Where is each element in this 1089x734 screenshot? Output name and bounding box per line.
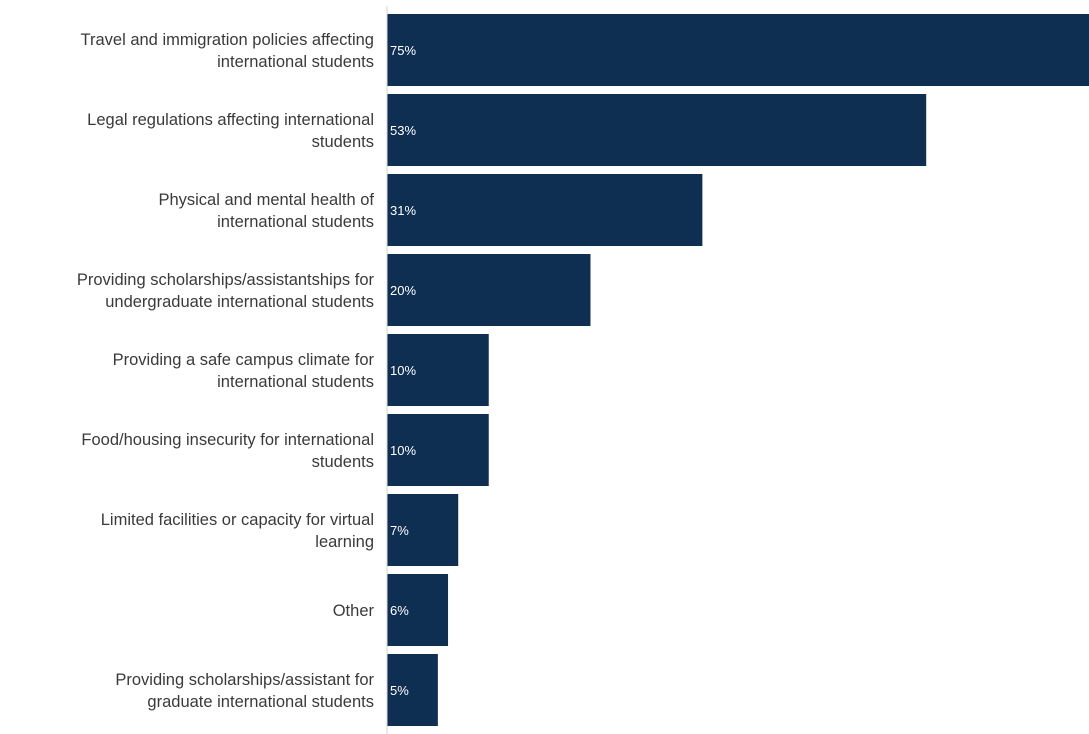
bar <box>387 414 489 486</box>
category-label: Food/housing insecurity for internationa… <box>81 431 374 471</box>
bar <box>387 574 449 646</box>
bar <box>387 94 927 166</box>
category-label-line: Legal regulations affecting internationa… <box>87 111 374 129</box>
category-label-line: students <box>312 133 374 151</box>
bar-value-label: 5% <box>390 683 409 698</box>
category-label-line: students <box>312 453 374 471</box>
category-label: Other <box>333 602 375 620</box>
bar-value-label: 53% <box>390 123 416 138</box>
category-label-line: Providing scholarships/assistantships fo… <box>77 271 375 289</box>
category-label-line: Other <box>333 602 375 620</box>
bar-value-label: 20% <box>390 283 416 298</box>
category-label-line: Travel and immigration policies affectin… <box>81 31 374 49</box>
category-label-line: undergraduate international students <box>105 293 374 311</box>
category-label: Providing scholarships/assistantships fo… <box>77 271 375 311</box>
bar <box>387 174 703 246</box>
bars-group: 75% 53% 31% 20% 10% 10% 7% 6% 5% <box>387 14 1089 726</box>
bar-value-label: 75% <box>390 43 416 58</box>
category-label-line: international students <box>217 373 374 391</box>
bar <box>387 14 1089 86</box>
bar <box>387 334 489 406</box>
category-label-line: Providing scholarships/assistant for <box>115 671 374 689</box>
category-label: Providing a safe campus climate for inter… <box>113 351 375 391</box>
category-label: Limited facilities or capacity for virtu… <box>101 511 374 551</box>
category-label-line: Food/housing insecurity for internationa… <box>81 431 374 449</box>
bar-value-label: 7% <box>390 523 409 538</box>
bar-value-label: 10% <box>390 443 416 458</box>
category-label-line: Providing a safe campus climate for <box>113 351 375 369</box>
category-label-line: Limited facilities or capacity for virtu… <box>101 511 374 529</box>
category-label-line: international students <box>217 213 374 231</box>
bar <box>387 494 459 566</box>
category-label: Travel and immigration policies affectin… <box>81 31 374 71</box>
bar <box>387 254 591 326</box>
category-label: Providing scholarships/assistant for grad… <box>115 671 374 711</box>
bar <box>387 654 438 726</box>
category-label: Legal regulations affecting internationa… <box>87 111 374 151</box>
category-label-line: graduate international students <box>147 693 374 711</box>
category-label: Physical and mental health of internation… <box>158 191 374 231</box>
category-label-line: learning <box>315 533 374 551</box>
category-label-line: international students <box>217 53 374 71</box>
bar-value-label: 6% <box>390 603 409 618</box>
category-label-line: Physical and mental health of <box>158 191 374 209</box>
bar-value-label: 31% <box>390 203 416 218</box>
bar-value-label: 10% <box>390 363 416 378</box>
category-labels-group: Travel and immigration policies affectin… <box>77 31 375 711</box>
